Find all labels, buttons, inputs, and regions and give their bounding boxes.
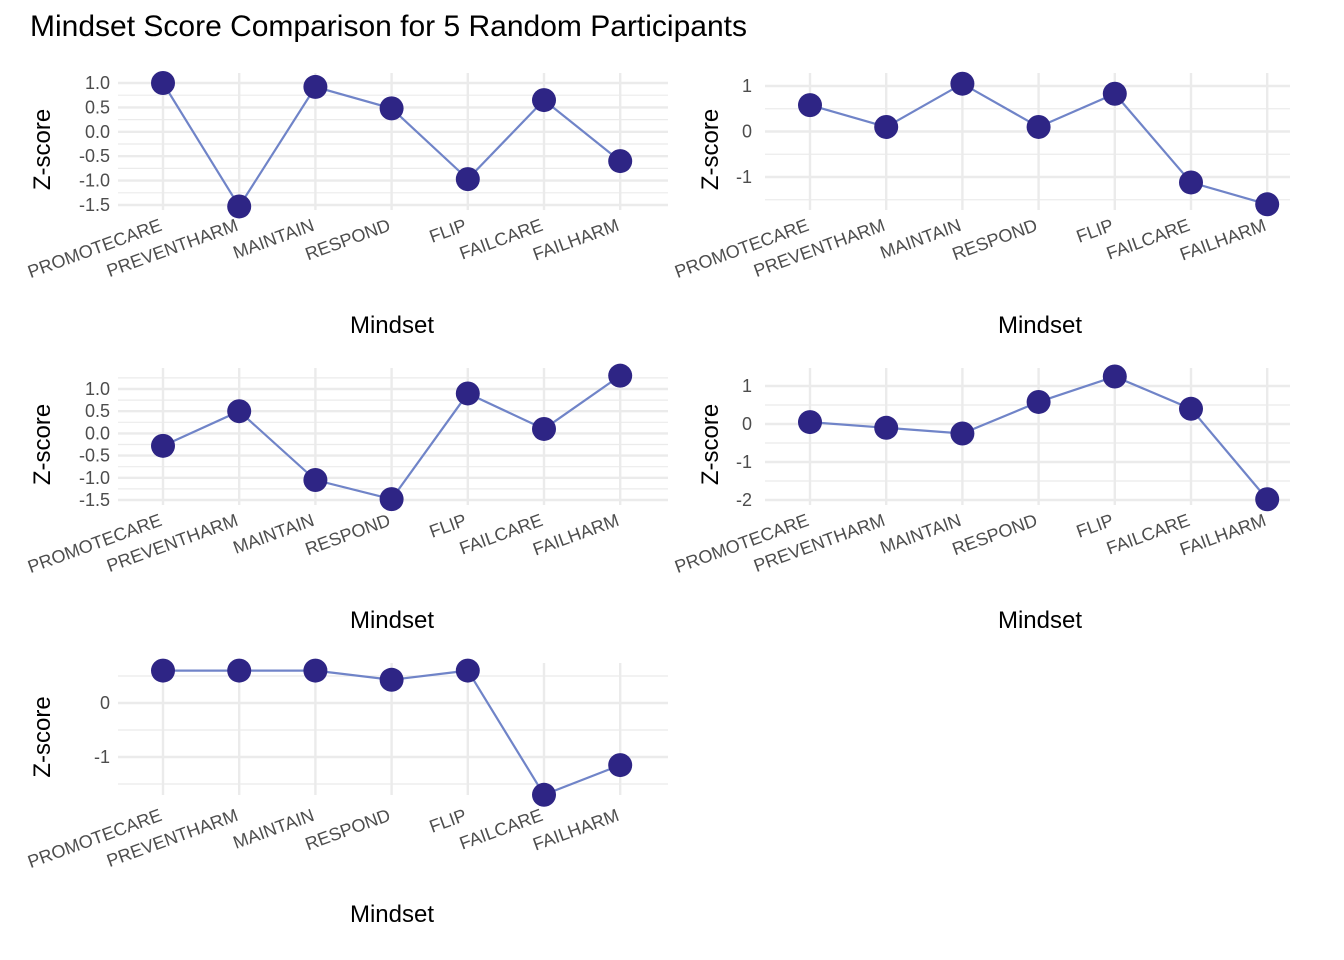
x-axis-title: Mindset xyxy=(350,312,434,339)
y-tick-label: 0 xyxy=(742,414,752,434)
x-tick-label: MAINTAIN xyxy=(230,510,316,558)
x-tick-label: FAILCARE xyxy=(457,510,546,559)
y-tick-label: 0 xyxy=(100,693,110,713)
y-tick-label: 0.5 xyxy=(85,401,110,421)
panel-1: 1.00.50.0-0.5-1.0-1.5PROMOTECAREPREVENTH… xyxy=(25,71,668,339)
data-point xyxy=(1255,487,1280,512)
data-point xyxy=(608,363,633,388)
x-tick-label: MAINTAIN xyxy=(877,510,963,558)
data-point xyxy=(608,149,633,174)
data-point xyxy=(532,782,556,807)
y-tick-label: -1.0 xyxy=(79,468,110,488)
x-tick-label: FAILHARM xyxy=(530,805,621,855)
data-point xyxy=(303,74,328,99)
data-point xyxy=(1102,81,1127,106)
y-tick-label: -0.5 xyxy=(79,446,110,466)
x-axis-title: Mindset xyxy=(350,901,434,928)
y-tick-label: -1 xyxy=(736,452,752,472)
x-tick-label: MAINTAIN xyxy=(230,805,316,853)
data-point xyxy=(455,658,480,683)
data-point xyxy=(1179,170,1203,195)
y-tick-label: 0.5 xyxy=(85,97,110,117)
data-point xyxy=(379,96,404,121)
y-tick-label: 1 xyxy=(742,376,752,396)
x-tick-label: RESPOND xyxy=(949,510,1039,559)
data-point xyxy=(532,416,556,441)
data-point xyxy=(379,667,404,692)
x-tick-label: RESPOND xyxy=(302,215,392,264)
x-tick-label: FAILCARE xyxy=(457,805,546,854)
y-tick-label: -1.5 xyxy=(79,490,110,510)
y-tick-label: -2 xyxy=(736,490,752,510)
figure-title: Mindset Score Comparison for 5 Random Pa… xyxy=(30,10,747,43)
data-point xyxy=(151,433,175,458)
data-point xyxy=(874,114,899,139)
panel-3: 1.00.50.0-0.5-1.0-1.5PROMOTECAREPREVENTH… xyxy=(25,363,668,634)
y-tick-label: 0.0 xyxy=(85,122,110,142)
x-tick-label: RESPOND xyxy=(302,805,392,854)
y-axis-title: Z-score xyxy=(29,696,56,777)
panel-4: 10-1-2PROMOTECAREPREVENTHARMMAINTAINRESP… xyxy=(672,364,1290,634)
data-point xyxy=(950,421,975,446)
data-point xyxy=(1179,396,1203,421)
x-axis-title: Mindset xyxy=(998,312,1082,339)
y-tick-label: -1.0 xyxy=(79,171,110,191)
data-point xyxy=(608,753,633,778)
x-axis-title: Mindset xyxy=(350,607,434,634)
x-tick-label: FAILHARM xyxy=(1177,215,1268,265)
data-point xyxy=(151,658,175,683)
data-point xyxy=(798,93,822,118)
y-tick-label: -1 xyxy=(736,167,752,187)
data-point xyxy=(798,410,822,435)
y-tick-label: -0.5 xyxy=(79,146,110,166)
data-point xyxy=(455,167,480,192)
data-point xyxy=(227,399,252,424)
data-point xyxy=(950,71,975,96)
y-tick-label: 1 xyxy=(742,76,752,96)
data-point xyxy=(151,71,175,95)
data-point xyxy=(1026,389,1051,414)
panel-5: 0-1PROMOTECAREPREVENTHARMMAINTAINRESPOND… xyxy=(25,658,668,928)
data-point xyxy=(379,487,404,512)
data-point xyxy=(227,194,252,219)
x-tick-label: FAILCARE xyxy=(1104,215,1193,264)
y-tick-label: -1 xyxy=(94,747,110,767)
x-tick-label: RESPOND xyxy=(949,215,1039,264)
data-point xyxy=(227,658,252,683)
data-point xyxy=(455,381,480,406)
y-axis-title: Z-score xyxy=(29,404,56,485)
x-tick-label: MAINTAIN xyxy=(230,215,316,263)
x-tick-label: FAILHARM xyxy=(530,215,621,265)
x-tick-label: FAILCARE xyxy=(457,215,546,264)
data-point xyxy=(532,88,556,113)
x-tick-label: MAINTAIN xyxy=(877,215,963,263)
x-axis-title: Mindset xyxy=(998,607,1082,634)
y-tick-label: 0 xyxy=(742,122,752,142)
y-tick-label: -1.5 xyxy=(79,195,110,215)
data-point xyxy=(1255,192,1280,217)
y-axis-title: Z-score xyxy=(697,404,724,485)
x-tick-label: FAILHARM xyxy=(530,510,621,560)
x-tick-label: RESPOND xyxy=(302,510,392,559)
y-axis-title: Z-score xyxy=(29,109,56,190)
y-axis-title: Z-score xyxy=(697,109,724,190)
data-point xyxy=(303,658,328,683)
panel-2: 10-1PROMOTECAREPREVENTHARMMAINTAINRESPON… xyxy=(672,71,1290,339)
data-point xyxy=(1102,364,1127,389)
x-tick-label: FAILCARE xyxy=(1104,510,1193,559)
data-point xyxy=(1026,114,1051,139)
data-point xyxy=(874,415,899,440)
y-tick-label: 1.0 xyxy=(85,379,110,399)
data-point xyxy=(303,468,328,493)
x-tick-label: FAILHARM xyxy=(1177,510,1268,560)
y-tick-label: 1.0 xyxy=(85,73,110,93)
y-tick-label: 0.0 xyxy=(85,423,110,443)
